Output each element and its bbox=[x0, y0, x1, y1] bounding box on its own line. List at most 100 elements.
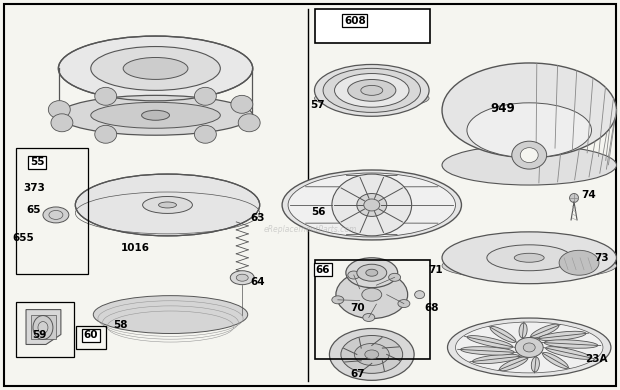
Ellipse shape bbox=[141, 110, 169, 120]
Ellipse shape bbox=[442, 145, 616, 185]
Bar bbox=[16, 148, 88, 274]
Text: 63: 63 bbox=[250, 213, 265, 223]
Ellipse shape bbox=[91, 102, 220, 128]
Ellipse shape bbox=[461, 347, 514, 355]
Ellipse shape bbox=[323, 68, 420, 112]
Ellipse shape bbox=[520, 148, 538, 163]
Ellipse shape bbox=[442, 63, 616, 158]
Text: eReplacementParts.com: eReplacementParts.com bbox=[264, 225, 356, 234]
Ellipse shape bbox=[231, 96, 253, 113]
Text: 655: 655 bbox=[12, 233, 34, 243]
Ellipse shape bbox=[542, 353, 569, 369]
Text: 608: 608 bbox=[344, 16, 366, 26]
Ellipse shape bbox=[539, 331, 586, 341]
Ellipse shape bbox=[348, 80, 396, 101]
Ellipse shape bbox=[456, 322, 603, 373]
Text: 67: 67 bbox=[350, 369, 365, 379]
Ellipse shape bbox=[357, 193, 387, 216]
Polygon shape bbox=[26, 310, 61, 344]
Ellipse shape bbox=[282, 170, 461, 240]
Text: 55: 55 bbox=[30, 157, 44, 167]
Text: 73: 73 bbox=[595, 253, 609, 263]
Ellipse shape bbox=[230, 271, 254, 285]
Bar bbox=[16, 301, 74, 357]
Ellipse shape bbox=[512, 141, 547, 169]
Ellipse shape bbox=[329, 328, 414, 380]
Ellipse shape bbox=[159, 202, 177, 208]
Text: 949: 949 bbox=[490, 102, 515, 115]
Ellipse shape bbox=[531, 357, 539, 372]
Ellipse shape bbox=[570, 193, 578, 202]
Ellipse shape bbox=[559, 250, 599, 275]
Ellipse shape bbox=[91, 46, 220, 90]
Ellipse shape bbox=[130, 305, 211, 324]
Ellipse shape bbox=[500, 357, 528, 371]
Ellipse shape bbox=[76, 174, 260, 236]
Ellipse shape bbox=[118, 302, 223, 328]
Ellipse shape bbox=[95, 125, 117, 143]
Ellipse shape bbox=[363, 314, 374, 321]
Ellipse shape bbox=[195, 125, 216, 143]
Ellipse shape bbox=[93, 296, 248, 333]
Text: 65: 65 bbox=[27, 205, 42, 215]
Ellipse shape bbox=[398, 300, 410, 308]
Ellipse shape bbox=[346, 258, 397, 288]
Ellipse shape bbox=[442, 252, 616, 280]
Ellipse shape bbox=[314, 89, 429, 108]
Ellipse shape bbox=[490, 326, 516, 342]
Bar bbox=[76, 326, 106, 349]
Text: 74: 74 bbox=[582, 190, 596, 200]
Ellipse shape bbox=[58, 96, 253, 135]
Ellipse shape bbox=[365, 350, 379, 359]
Text: 56: 56 bbox=[311, 207, 326, 217]
Ellipse shape bbox=[95, 87, 117, 105]
Ellipse shape bbox=[357, 264, 387, 281]
Text: 68: 68 bbox=[424, 303, 439, 313]
Ellipse shape bbox=[195, 87, 216, 105]
Ellipse shape bbox=[58, 36, 253, 101]
Text: 66: 66 bbox=[316, 265, 330, 275]
Text: 64: 64 bbox=[251, 277, 265, 287]
Ellipse shape bbox=[314, 64, 429, 116]
Ellipse shape bbox=[48, 101, 70, 119]
Ellipse shape bbox=[335, 74, 409, 107]
Ellipse shape bbox=[51, 114, 73, 132]
Text: 71: 71 bbox=[428, 265, 443, 275]
Ellipse shape bbox=[336, 271, 408, 319]
Ellipse shape bbox=[519, 323, 527, 338]
Bar bbox=[315, 9, 430, 43]
Ellipse shape bbox=[288, 173, 456, 237]
Ellipse shape bbox=[362, 288, 382, 301]
Text: 58: 58 bbox=[113, 319, 128, 330]
Ellipse shape bbox=[123, 57, 188, 80]
Ellipse shape bbox=[332, 296, 343, 304]
Ellipse shape bbox=[442, 232, 616, 284]
Bar bbox=[315, 260, 430, 360]
Ellipse shape bbox=[531, 324, 559, 338]
Text: 373: 373 bbox=[23, 183, 45, 193]
Ellipse shape bbox=[366, 269, 378, 276]
Ellipse shape bbox=[389, 273, 401, 281]
Ellipse shape bbox=[43, 207, 69, 223]
Ellipse shape bbox=[364, 199, 380, 211]
Ellipse shape bbox=[238, 114, 260, 132]
Ellipse shape bbox=[546, 347, 591, 359]
Ellipse shape bbox=[544, 340, 598, 348]
Ellipse shape bbox=[361, 85, 383, 96]
Ellipse shape bbox=[415, 291, 425, 299]
Text: 57: 57 bbox=[311, 100, 326, 110]
Ellipse shape bbox=[467, 336, 513, 348]
Ellipse shape bbox=[332, 174, 412, 236]
Ellipse shape bbox=[448, 318, 611, 377]
Ellipse shape bbox=[143, 197, 192, 213]
Ellipse shape bbox=[487, 245, 572, 271]
Text: 1016: 1016 bbox=[121, 243, 150, 253]
Ellipse shape bbox=[341, 335, 402, 373]
Ellipse shape bbox=[348, 271, 360, 279]
Ellipse shape bbox=[355, 344, 389, 365]
Ellipse shape bbox=[514, 253, 544, 262]
Ellipse shape bbox=[467, 103, 591, 158]
Ellipse shape bbox=[472, 354, 520, 363]
Text: 60: 60 bbox=[84, 330, 98, 340]
Text: 70: 70 bbox=[350, 303, 365, 313]
